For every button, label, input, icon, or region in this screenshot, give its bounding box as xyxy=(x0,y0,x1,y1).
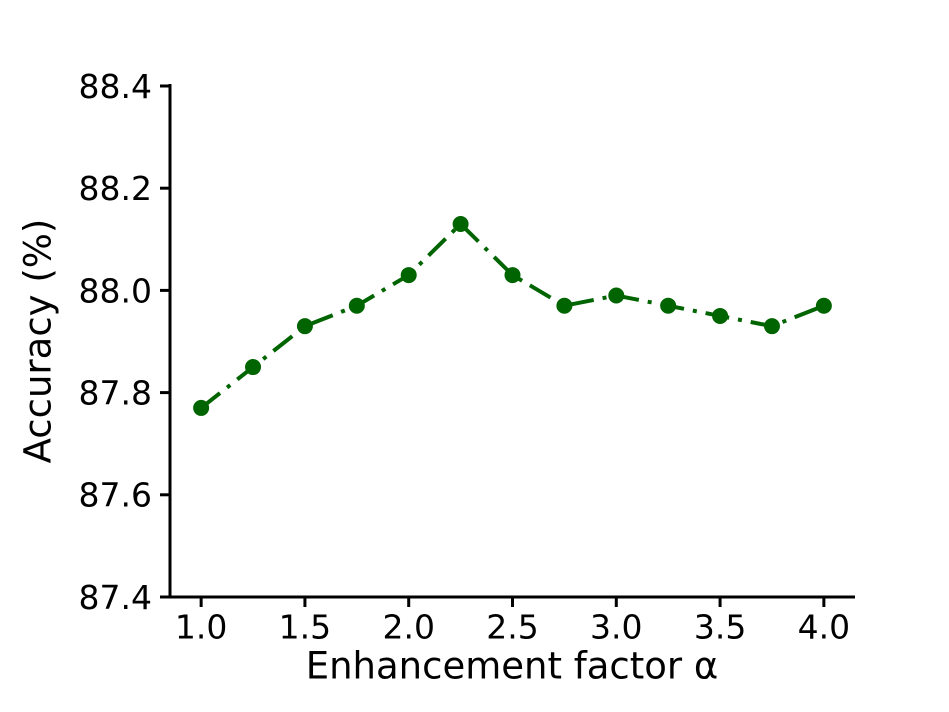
x-tick-label: 2.5 xyxy=(486,607,538,646)
data-point-marker xyxy=(660,297,677,314)
data-point-marker xyxy=(348,297,365,314)
data-point-marker xyxy=(452,215,469,232)
y-tick-label: 87.8 xyxy=(79,373,152,412)
data-point-marker xyxy=(245,359,262,376)
x-axis-label: Enhancement factor α xyxy=(305,644,719,688)
y-tick-label: 88.0 xyxy=(79,271,152,310)
data-point-marker xyxy=(712,307,729,324)
y-tick-label: 87.6 xyxy=(79,476,152,515)
data-point-marker xyxy=(400,267,417,284)
data-point-marker xyxy=(608,287,625,304)
x-tick-label: 4.0 xyxy=(798,607,850,646)
y-tick-label: 87.4 xyxy=(79,578,152,617)
y-tick-label: 88.2 xyxy=(79,169,152,208)
x-tick-label: 3.0 xyxy=(590,607,642,646)
data-point-marker xyxy=(556,297,573,314)
data-point-marker xyxy=(763,318,780,335)
data-point-marker xyxy=(193,399,210,416)
data-point-marker xyxy=(296,318,313,335)
data-point-marker xyxy=(815,297,832,314)
x-tick-label: 1.5 xyxy=(279,607,331,646)
data-line xyxy=(199,221,825,410)
y-tick-label: 88.4 xyxy=(79,67,152,106)
x-tick-label: 3.5 xyxy=(694,607,746,646)
x-tick-label: 2.0 xyxy=(382,607,434,646)
y-axis-label: Accuracy (%) xyxy=(16,218,60,464)
x-tick-label: 1.0 xyxy=(175,607,227,646)
data-point-marker xyxy=(504,267,521,284)
